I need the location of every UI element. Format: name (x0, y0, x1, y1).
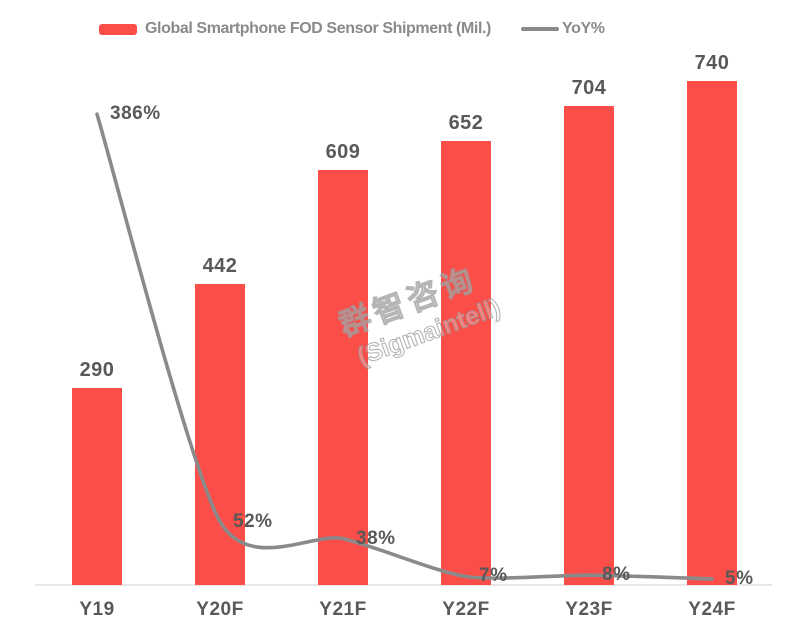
bar-y21f[interactable] (318, 170, 368, 585)
bar-y20f[interactable] (195, 284, 245, 585)
bar-y24f[interactable] (687, 81, 737, 585)
bar-y22f[interactable] (441, 141, 491, 585)
x-axis-line (35, 584, 772, 586)
x-axis-label-y24f[interactable]: Y24F (688, 599, 736, 620)
x-axis-label-y20f[interactable]: Y20F (196, 599, 244, 620)
yoy-value-label-y22f: 7% (479, 565, 508, 587)
yoy-value-label-y24f: 5% (725, 567, 754, 589)
x-axis-label-y23f[interactable]: Y23F (565, 599, 613, 620)
bar-value-label-y19: 290 (79, 359, 115, 381)
bar-value-label-y23f: 704 (571, 77, 607, 99)
bar-y23f[interactable] (564, 106, 614, 585)
bar-value-label-y20f: 442 (202, 255, 238, 277)
bar-value-label-y24f: 740 (694, 52, 730, 74)
bar-value-label-y22f: 652 (448, 112, 484, 134)
yoy-value-label-y19: 386% (110, 103, 161, 125)
yoy-line[interactable] (95, 112, 714, 581)
legend-line-swatch-icon[interactable] (520, 27, 559, 31)
yoy-value-label-y20f: 52% (233, 510, 273, 532)
x-axis-label-y21f[interactable]: Y21F (319, 599, 367, 620)
legend-line-label[interactable]: YoY% (561, 20, 605, 37)
legend: Global Smartphone FOD Sensor Shipment (M… (99, 20, 605, 38)
legend-bar-swatch-icon[interactable] (99, 23, 137, 35)
yoy-value-label-y23f: 8% (602, 564, 631, 586)
x-axis-label-y19[interactable]: Y19 (79, 599, 115, 620)
yoy-value-label-y21f: 38% (356, 527, 396, 549)
x-axis-label-y22f[interactable]: Y22F (442, 599, 490, 620)
bar-y19[interactable] (72, 388, 122, 585)
bar-value-label-y21f: 609 (325, 141, 361, 163)
legend-bar-label[interactable]: Global Smartphone FOD Sensor Shipment (M… (145, 20, 491, 37)
